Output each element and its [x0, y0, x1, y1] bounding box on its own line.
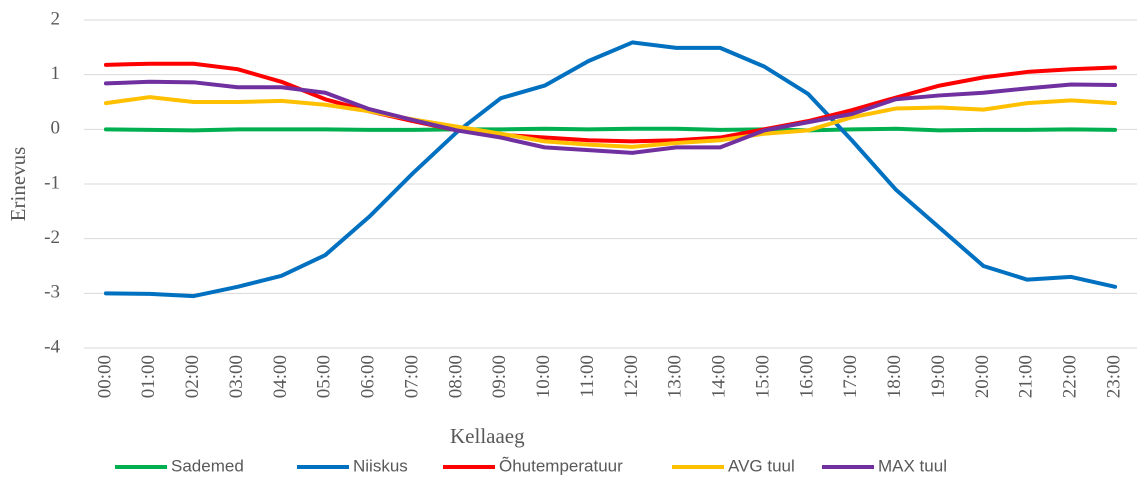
x-tick-label: 19:00: [928, 355, 949, 398]
y-tick-label: 0: [51, 118, 61, 139]
x-tick-label: 14:00: [709, 355, 730, 398]
y-tick-label: -3: [44, 282, 60, 303]
series-line: [103, 40, 1118, 299]
y-axis-title: Erinevus: [6, 147, 30, 222]
x-tick-label: 17:00: [840, 355, 861, 398]
x-tick-label: 10:00: [533, 355, 554, 398]
x-tick-label: 22:00: [1060, 355, 1081, 398]
y-tick-label: 1: [51, 63, 61, 84]
series-line: [103, 61, 1118, 144]
x-tick-label: 01:00: [138, 355, 159, 398]
x-tick-label: 18:00: [884, 355, 905, 398]
x-tick-label: 09:00: [489, 355, 510, 398]
x-tick-label: 20:00: [972, 355, 993, 398]
x-tick-label: 23:00: [1103, 355, 1124, 398]
legend-label: Õhutemperatuur: [499, 456, 623, 475]
x-tick-label: 04:00: [270, 355, 291, 398]
x-tick-label: 15:00: [752, 355, 773, 398]
x-tick-label: 07:00: [401, 355, 422, 398]
series-line: [103, 126, 1118, 133]
x-tick-label: 16:00: [796, 355, 817, 398]
x-tick-label: 11:00: [577, 355, 598, 398]
series-line: [103, 79, 1118, 155]
legend-label: Sademed: [171, 456, 244, 475]
y-tick-label: -1: [44, 172, 60, 193]
y-tick-label: -4: [44, 336, 60, 357]
legend-label: Niiskus: [353, 456, 408, 475]
x-tick-label: 13:00: [665, 355, 686, 398]
x-tick-label: 02:00: [182, 355, 203, 398]
x-tick-label: 00:00: [94, 355, 115, 398]
x-tick-label: 21:00: [1016, 355, 1037, 398]
series-line: [103, 95, 1118, 149]
x-tick-label: 08:00: [445, 355, 466, 398]
x-tick-label: 05:00: [314, 355, 335, 398]
legend-label: AVG tuul: [728, 456, 795, 475]
legend-label: MAX tuul: [878, 456, 947, 475]
y-tick-label: 2: [51, 8, 61, 29]
x-tick-label: 12:00: [621, 355, 642, 398]
y-tick-label: -2: [44, 227, 60, 248]
x-axis-title: Kellaaeg: [450, 424, 525, 448]
x-tick-label: 06:00: [358, 355, 379, 398]
x-tick-label: 03:00: [226, 355, 247, 398]
